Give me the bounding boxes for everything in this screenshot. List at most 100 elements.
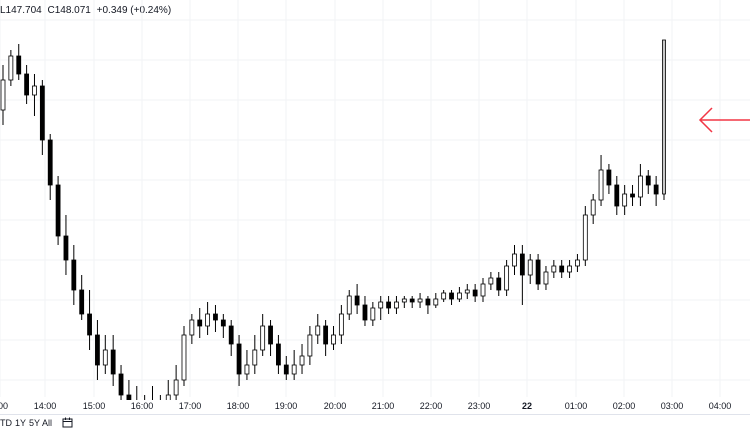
candle-body bbox=[346, 295, 352, 315]
candle-body bbox=[220, 319, 226, 327]
candle-body bbox=[189, 319, 195, 336]
candle-body bbox=[63, 235, 69, 261]
candle-body bbox=[637, 175, 643, 198]
candle-body bbox=[307, 334, 313, 357]
candlestick-chart[interactable] bbox=[0, 0, 750, 400]
x-tick-label: 20:00 bbox=[323, 401, 347, 411]
candle-body bbox=[441, 292, 447, 300]
arrow-annotation bbox=[698, 107, 750, 133]
candle-body bbox=[614, 184, 620, 207]
candle-body bbox=[504, 265, 510, 291]
x-tick-label: 14:00 bbox=[33, 401, 57, 411]
candle-body bbox=[488, 277, 494, 285]
candle-body bbox=[386, 301, 391, 309]
x-tick-label: 23:00 bbox=[467, 401, 491, 411]
x-tick-label: 15:00 bbox=[82, 401, 106, 411]
x-tick-label: 21:00 bbox=[371, 401, 395, 411]
x-tick-label: 22 bbox=[521, 401, 533, 411]
x-axis: 00 14:00 15:00 16:00 17:00 18:00 19:00 20:00 21:… bbox=[0, 397, 750, 415]
candle-body bbox=[95, 334, 100, 366]
candle-body bbox=[653, 184, 659, 195]
candle-body bbox=[582, 214, 588, 261]
candle-body bbox=[338, 313, 344, 336]
candle-body bbox=[291, 364, 297, 375]
candle-body bbox=[409, 298, 415, 303]
candle-body bbox=[126, 394, 132, 400]
candle-body bbox=[110, 349, 116, 375]
candle-body bbox=[323, 325, 329, 345]
x-tick-label: 22:00 bbox=[419, 401, 443, 411]
legend-close: C148.071 bbox=[47, 5, 91, 16]
candle-body bbox=[236, 343, 242, 375]
candle-body bbox=[575, 259, 580, 267]
x-tick-label: 04:00 bbox=[708, 401, 732, 411]
candle-body bbox=[181, 334, 187, 381]
x-tick-label: 01:00 bbox=[564, 401, 588, 411]
candle-body bbox=[598, 169, 604, 201]
candle-body bbox=[8, 55, 14, 81]
x-tick-label: 17:00 bbox=[178, 401, 202, 411]
candle-body bbox=[102, 349, 108, 366]
candles-group bbox=[0, 39, 666, 400]
x-tick-label: 03:00 bbox=[660, 401, 684, 411]
candle-body bbox=[213, 313, 218, 321]
candle-body bbox=[283, 364, 289, 375]
candle-body bbox=[331, 334, 336, 345]
candle-body bbox=[394, 301, 399, 309]
range-bar: TD 1Y 5Y All bbox=[0, 414, 750, 431]
candle-body bbox=[205, 313, 210, 327]
legend-change: +0.349 (+0.24%) bbox=[96, 5, 172, 16]
candle-body bbox=[118, 373, 124, 396]
candle-body bbox=[559, 265, 565, 273]
candle-body bbox=[197, 319, 203, 327]
candle-body bbox=[268, 325, 273, 345]
candle-body bbox=[260, 325, 266, 351]
candle-body bbox=[622, 193, 628, 207]
candle-body bbox=[32, 85, 37, 96]
candle-body bbox=[87, 313, 92, 336]
candle-body bbox=[606, 169, 612, 186]
candle-body bbox=[543, 271, 549, 285]
candle-body bbox=[228, 325, 234, 345]
candle-body bbox=[47, 139, 53, 186]
candle-body bbox=[527, 259, 533, 276]
candle-body bbox=[0, 79, 6, 111]
range-button-all[interactable]: All bbox=[42, 418, 53, 428]
x-tick-label: 19:00 bbox=[274, 401, 298, 411]
x-tick-label: 16:00 bbox=[130, 401, 154, 411]
ohlc-legend: L147.704 C148.071 +0.349 (+0.24%) bbox=[0, 5, 174, 16]
candle-body bbox=[165, 394, 171, 400]
candle-body bbox=[401, 298, 407, 303]
candle-body bbox=[480, 283, 486, 297]
candle-body bbox=[252, 349, 258, 366]
candle-body bbox=[496, 277, 502, 291]
candle-body bbox=[354, 295, 360, 306]
candle-body bbox=[457, 292, 462, 300]
candle-body bbox=[645, 175, 651, 186]
candle-body bbox=[590, 199, 596, 216]
legend-low: L147.704 bbox=[0, 5, 42, 16]
calendar-icon[interactable] bbox=[62, 417, 73, 428]
x-tick-label: 00 bbox=[0, 401, 9, 411]
grid bbox=[0, 0, 750, 397]
candle-body bbox=[370, 307, 376, 321]
range-button-5y[interactable]: 5Y bbox=[29, 418, 41, 428]
candle-body bbox=[433, 298, 439, 306]
candle-body bbox=[519, 253, 525, 276]
range-button-td[interactable]: TD bbox=[0, 418, 12, 428]
candle-body bbox=[378, 301, 384, 309]
candle-body bbox=[425, 298, 431, 306]
candle-body bbox=[417, 298, 423, 303]
candle-body bbox=[630, 193, 635, 198]
candle-body bbox=[71, 259, 77, 291]
candle-body bbox=[173, 379, 179, 396]
candle-body bbox=[512, 253, 517, 267]
candle-body bbox=[449, 292, 454, 300]
candle-body bbox=[662, 39, 666, 195]
candle-body bbox=[535, 259, 541, 285]
x-tick-label: 02:00 bbox=[612, 401, 636, 411]
candle-body bbox=[39, 85, 45, 141]
arrow-head-icon bbox=[698, 107, 713, 133]
range-button-1y[interactable]: 1Y bbox=[15, 418, 27, 428]
candle-body bbox=[315, 325, 321, 336]
